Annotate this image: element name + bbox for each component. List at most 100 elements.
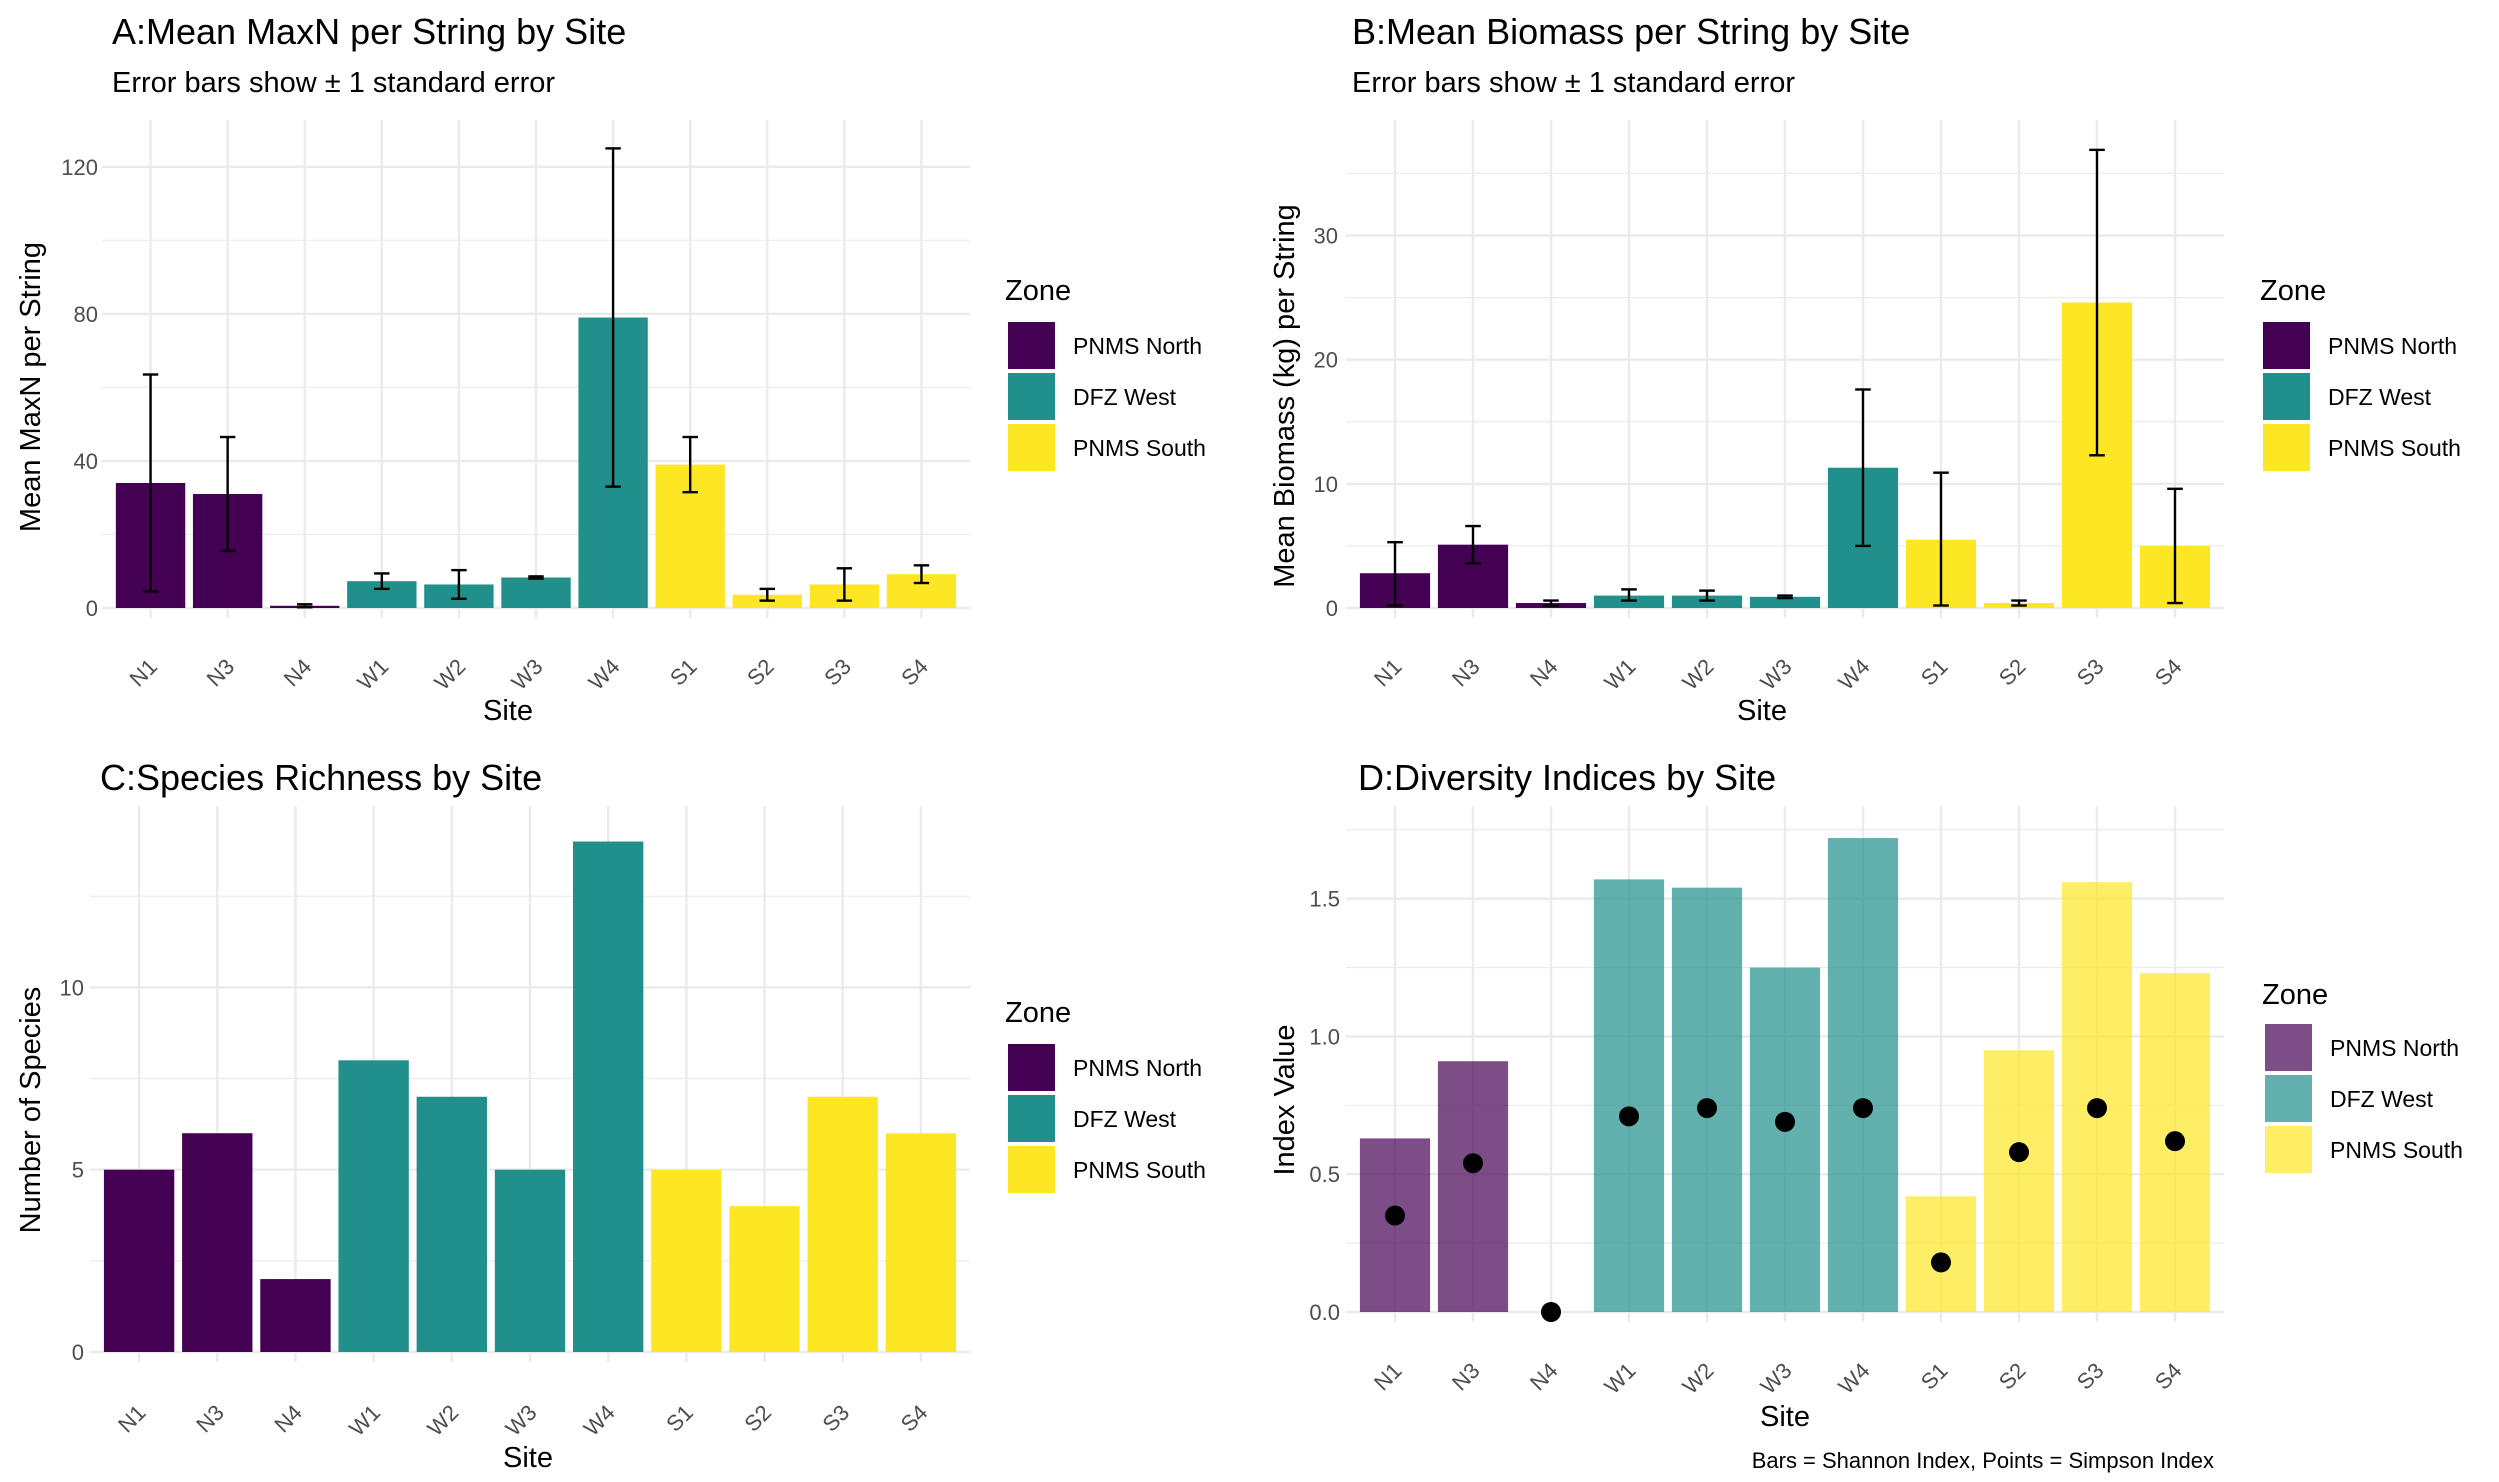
y-tick-label: 0.0 <box>1309 1300 1340 1325</box>
point-w3 <box>1775 1111 1795 1132</box>
errorbar-s4 <box>2167 487 2183 605</box>
legend-label-pnms-north: PNMS North <box>1073 1055 1202 1081</box>
bar-w1 <box>338 1060 409 1352</box>
panel-a-x-axis-title: Site <box>483 695 533 727</box>
point-s4 <box>2165 1131 2185 1152</box>
bar-n1 <box>103 1169 175 1352</box>
x-tick-label-w2: W2 <box>1678 654 1719 695</box>
panel-b: B:Mean Biomass per String by Site Error … <box>1269 11 2461 727</box>
legend-label-dfz-west: DFZ West <box>1073 384 1177 410</box>
panel-b-subtitle: Error bars show ± 1 standard error <box>1352 67 1795 99</box>
bar-w1 <box>1593 595 1665 608</box>
x-tick-label-s1: S1 <box>665 654 702 691</box>
x-tick-label-w2: W2 <box>1678 1358 1719 1399</box>
point-n1 <box>1385 1205 1405 1226</box>
panel-d-x-ticks: N1 N3 N4 W1 W2 W3 W4 S1 S2 S3 S4 <box>1369 1358 2187 1399</box>
legend-label-pnms-south: PNMS South <box>2328 435 2461 461</box>
y-tick-label: 0 <box>1326 596 1338 621</box>
bar-w4 <box>573 841 644 1352</box>
legend-label-pnms-south: PNMS South <box>2330 1137 2463 1163</box>
panel-d-x-axis-title: Site <box>1760 1401 1810 1433</box>
x-tick-label-n4: N4 <box>269 1400 307 1438</box>
legend-label-pnms-south: PNMS South <box>1073 1157 1206 1183</box>
x-tick-label-s4: S4 <box>2150 1358 2187 1395</box>
legend-swatch-pnms-north <box>2265 1024 2312 1071</box>
panel-c-legend-title: Zone <box>1005 997 1071 1029</box>
x-tick-label-n3: N3 <box>202 654 240 692</box>
x-tick-label-w3: W3 <box>507 654 548 695</box>
x-tick-label-s4: S4 <box>2150 654 2187 691</box>
legend-swatch-dfz-west <box>1008 373 1055 420</box>
x-tick-label-s3: S3 <box>818 1400 855 1437</box>
x-tick-label-n3: N3 <box>1447 1358 1485 1396</box>
errorbar-w3 <box>528 575 544 580</box>
panel-c: C:Species Richness by Site 0 5 10 N1 N3 N4 W1… <box>15 757 1206 1474</box>
x-tick-label-w1: W1 <box>344 1400 385 1441</box>
bar-w3 <box>1749 596 1821 608</box>
errorbar-w4 <box>1855 388 1871 548</box>
errorbar-w2 <box>1699 589 1715 602</box>
bar-w2 <box>1671 595 1743 608</box>
errorbar-s2 <box>759 587 775 602</box>
panel-a-title: A:Mean MaxN per String by Site <box>112 11 626 52</box>
x-tick-label-n4: N4 <box>1525 654 1563 692</box>
x-tick-label-s3: S3 <box>2072 1358 2109 1395</box>
bar-n3 <box>182 1133 253 1352</box>
y-tick-label: 1.0 <box>1309 1024 1340 1049</box>
x-tick-label-w2: W2 <box>422 1400 463 1441</box>
y-tick-label: 0 <box>86 596 98 621</box>
errorbar-w4 <box>605 147 621 488</box>
panel-a: A:Mean MaxN per String by Site Error bar… <box>15 11 1206 727</box>
panel-d: D:Diversity Indices by Site 0.0 0.5 1.0 1.5… <box>1269 757 2463 1473</box>
x-tick-label-s2: S2 <box>739 1400 776 1437</box>
y-tick-label: 40 <box>74 449 98 474</box>
errorbar-n3 <box>219 435 236 553</box>
panel-b-legend-title: Zone <box>2260 275 2326 307</box>
panel-a-legend: Zone PNMS North DFZ West PNMS South <box>1005 275 1206 471</box>
panel-c-legend: Zone PNMS North DFZ West PNMS South <box>1005 997 1206 1193</box>
errorbar-s1 <box>1933 471 1949 607</box>
point-s3 <box>2087 1098 2107 1119</box>
errorbar-n4 <box>1543 599 1559 607</box>
bar-n4 <box>260 1279 331 1352</box>
bar-n3 <box>1437 1061 1509 1312</box>
legend-swatch-dfz-west <box>2265 1075 2312 1122</box>
panel-c-x-ticks: N1 N3 N4 W1 W2 W3 W4 S1 S2 S3 S4 <box>113 1400 932 1441</box>
x-tick-label-w4: W4 <box>1834 654 1875 695</box>
legend-swatch-dfz-west <box>1008 1095 1055 1142</box>
point-s1 <box>1931 1252 1951 1273</box>
bar-s3 <box>807 1096 878 1352</box>
y-tick-label: 10 <box>60 975 84 1000</box>
x-tick-label-n3: N3 <box>1447 654 1485 692</box>
x-tick-label-s1: S1 <box>1916 654 1953 691</box>
x-tick-label-n3: N3 <box>191 1400 229 1438</box>
panel-d-title: D:Diversity Indices by Site <box>1358 757 1776 798</box>
panel-c-y-axis-title: Number of Species <box>15 987 47 1234</box>
panel-a-x-ticks: N1 N3 N4 W1 W2 W3 W4 S1 S2 S3 S4 <box>125 654 933 695</box>
errorbar-s3 <box>836 567 853 602</box>
legend-label-pnms-north: PNMS North <box>2328 333 2457 359</box>
point-n3 <box>1463 1153 1483 1174</box>
panel-c-x-axis-title: Site <box>503 1442 553 1474</box>
bar-s2 <box>729 1206 800 1352</box>
legend-label-pnms-north: PNMS North <box>1073 333 1202 359</box>
x-tick-label-n1: N1 <box>1369 1358 1407 1396</box>
bar-s3 <box>2061 882 2133 1312</box>
errorbar-n3 <box>1465 524 1481 565</box>
legend-label-dfz-west: DFZ West <box>2328 384 2432 410</box>
errorbar-w1 <box>1621 588 1637 602</box>
y-tick-label: 0 <box>72 1340 84 1365</box>
x-tick-label-s3: S3 <box>2072 654 2109 691</box>
x-tick-label-s4: S4 <box>896 1400 933 1437</box>
bar-s4 <box>885 1133 957 1352</box>
legend-swatch-pnms-south <box>2263 424 2310 471</box>
panel-c-title: C:Species Richness by Site <box>100 757 542 798</box>
x-tick-label-n1: N1 <box>1369 654 1407 692</box>
panel-b-y-ticks: 0 10 20 30 <box>1314 224 1338 621</box>
panel-a-legend-title: Zone <box>1005 275 1071 307</box>
panel-c-y-ticks: 0 5 10 <box>60 975 84 1365</box>
x-tick-label-s2: S2 <box>1994 654 2031 691</box>
panel-d-y-ticks: 0.0 0.5 1.0 1.5 <box>1309 887 1340 1325</box>
bar-w3 <box>1749 967 1821 1312</box>
